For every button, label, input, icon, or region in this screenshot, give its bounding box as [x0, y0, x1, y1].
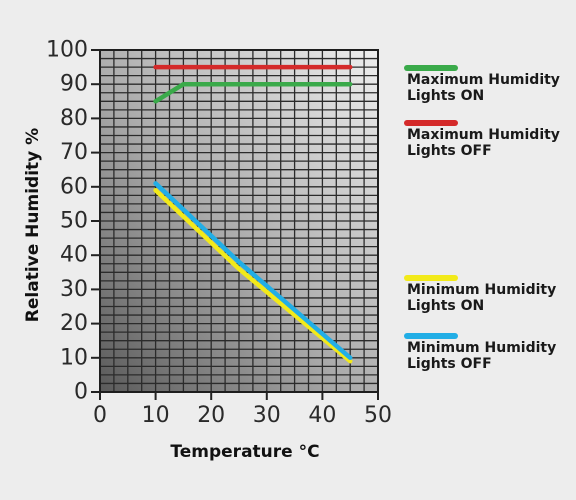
series-line-3 [153, 187, 353, 364]
legend-label-1: Lights ON [407, 88, 484, 104]
y-tick-label: 40 [60, 243, 88, 268]
x-axis-title: Temperature °C [170, 442, 319, 462]
y-tick-label: 0 [74, 380, 88, 405]
series-line-4 [153, 181, 353, 361]
y-tick-label: 10 [60, 345, 88, 370]
y-axis-title: Relative Humidity % [23, 128, 43, 322]
legend-label-2: Lights OFF [407, 143, 492, 159]
y-tick-label: 90 [60, 72, 88, 97]
x-tick-label: 0 [93, 403, 107, 428]
y-tick-label: 80 [60, 106, 88, 131]
legend-label-4: Minimum Humidity [407, 340, 556, 356]
series-line-1 [153, 81, 353, 104]
series-lines [153, 64, 353, 364]
y-tick-label: 50 [60, 209, 88, 234]
legend-label-4: Lights OFF [407, 356, 492, 372]
legend-label-3: Lights ON [407, 298, 484, 314]
y-tick-label: 100 [46, 38, 88, 63]
y-tick-label: 20 [60, 311, 88, 336]
y-tick-label: 70 [60, 140, 88, 165]
axes: 0 10 20 30 40 50 60 70 80 90 100 0 10 20 30 40 50 Tempera… [23, 38, 392, 463]
x-tick-label: 50 [364, 403, 392, 428]
x-tick-label: 40 [308, 403, 336, 428]
legend-label-3: Minimum Humidity [407, 282, 556, 298]
x-tick-label: 10 [142, 403, 170, 428]
y-tick-label: 30 [60, 277, 88, 302]
x-tick-label: 30 [253, 403, 281, 428]
legend-label-2: Maximum Humidity [407, 127, 560, 143]
x-tick-label: 20 [197, 403, 225, 428]
grid [99, 49, 379, 393]
legend-label-1: Maximum Humidity [407, 72, 560, 88]
y-tick-label: 60 [60, 174, 88, 199]
